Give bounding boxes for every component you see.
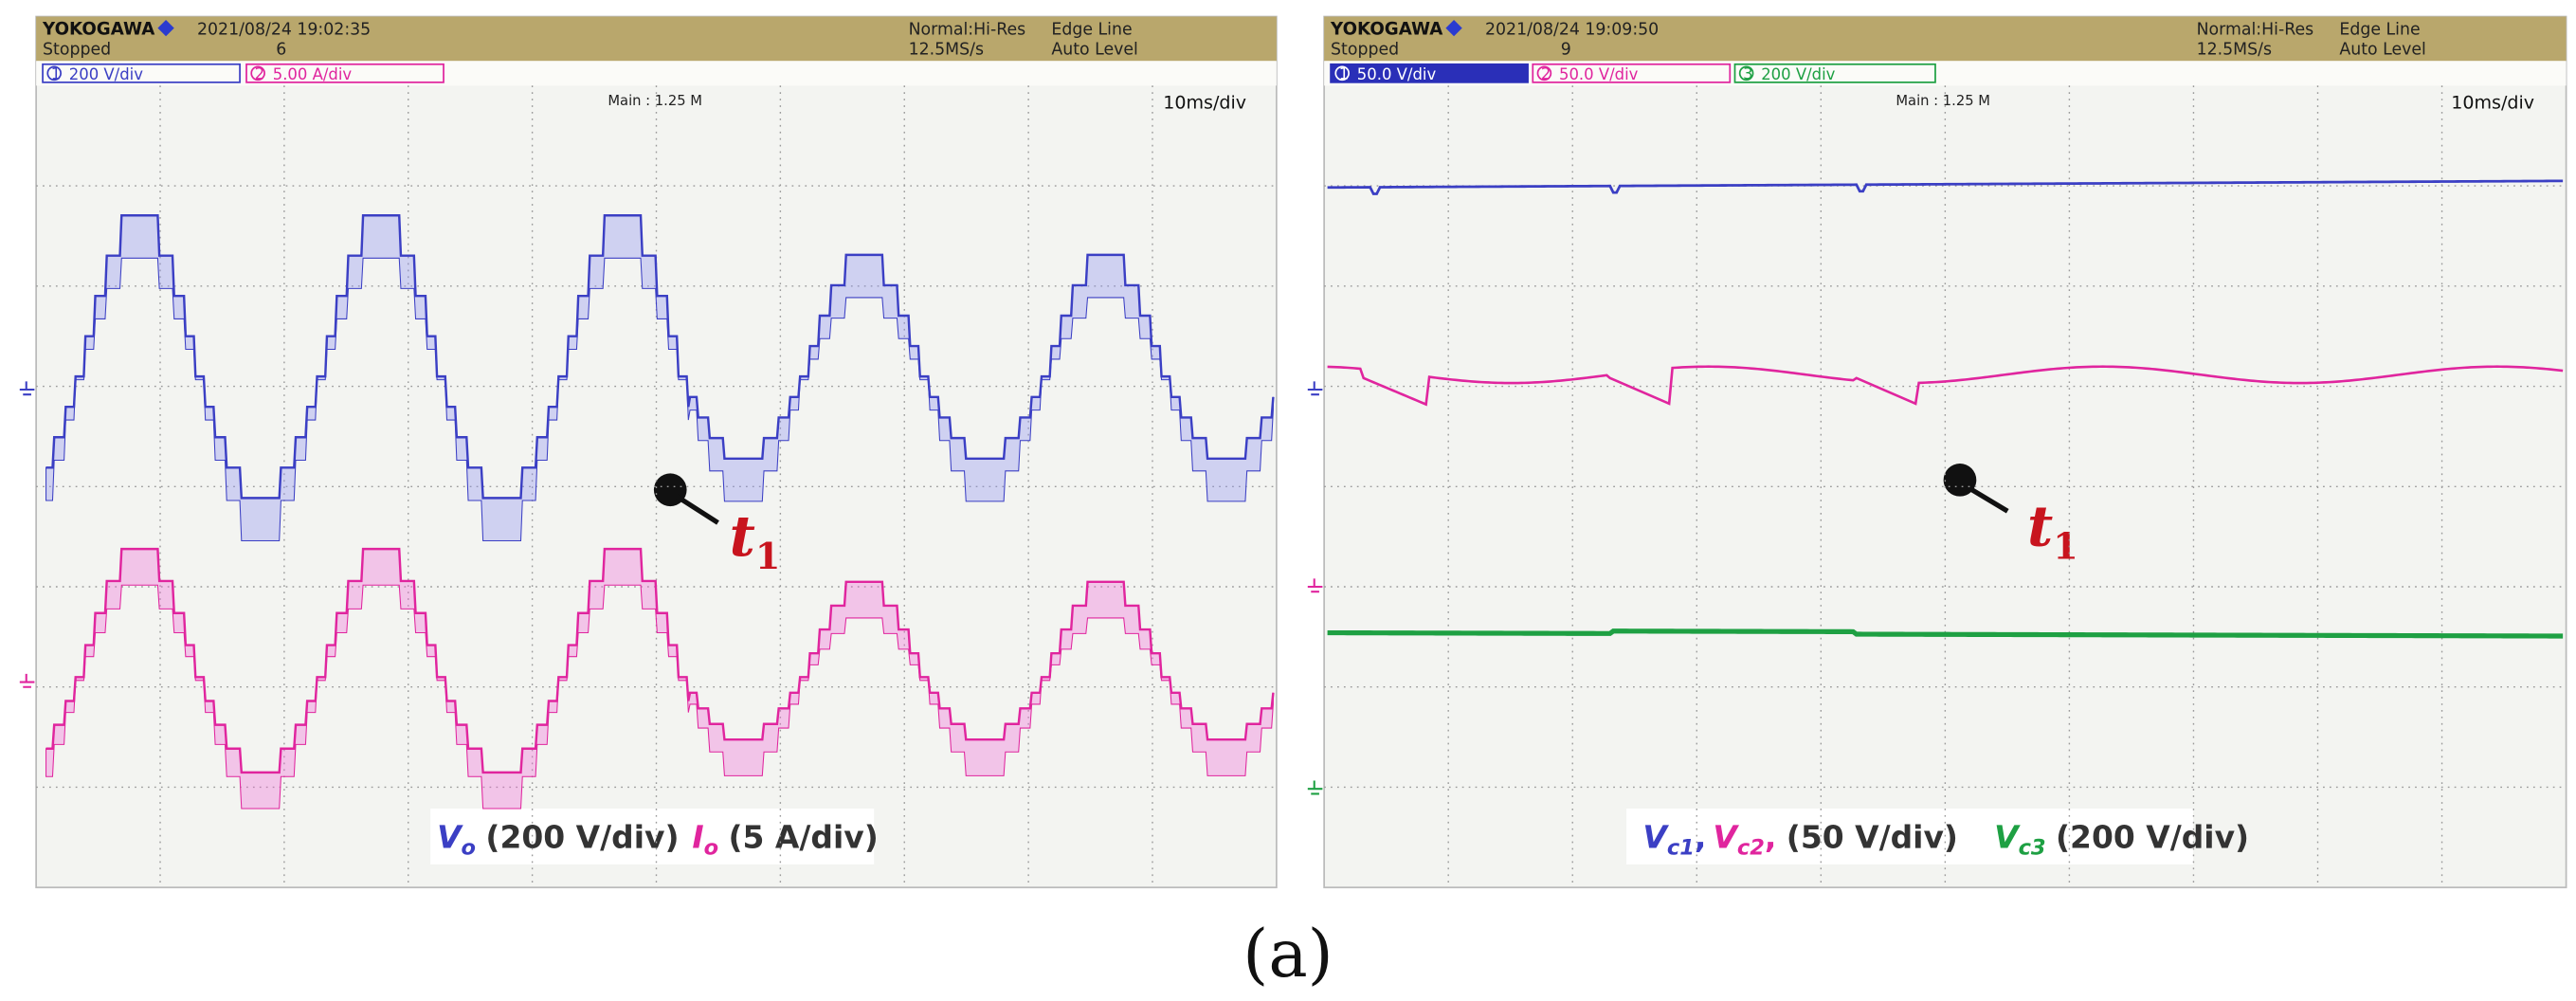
channel-scale: 200 V/div — [1761, 65, 1835, 83]
caption-separator: , — [1765, 819, 1777, 856]
marker-symbol: t — [730, 503, 755, 569]
waveform — [1327, 179, 2564, 195]
caption-scale: (200 V/div) — [2056, 819, 2249, 856]
marker-line — [675, 494, 719, 525]
channel-icon — [1536, 65, 1552, 82]
caption-box — [1626, 809, 2194, 864]
waveform — [45, 214, 1275, 500]
channel-scale: 5.00 A/div — [273, 65, 353, 83]
screen-frame — [35, 15, 1278, 889]
header-bar — [1324, 16, 2567, 62]
channel-box — [1532, 63, 1732, 83]
trigger-type: Edge Line — [2339, 21, 2420, 40]
waveform — [1327, 365, 2564, 407]
timebase: 10ms/div — [1163, 93, 1246, 114]
datetime: 2021/08/24 19:02:35 — [197, 21, 371, 40]
sample-rate: 12.5MS/s — [2197, 40, 2272, 59]
ground-marker — [1307, 780, 1323, 795]
caption-subscript: o — [462, 836, 476, 861]
acq-count: 6 — [276, 40, 286, 59]
channel-box — [1733, 63, 1936, 83]
caption: Vc1, Vc2, (50 V/div) Vc3 (200 V/div) — [1642, 819, 2249, 861]
record-length: Main : 1.25 M — [1896, 93, 1990, 109]
channel-number: 1 — [51, 64, 61, 82]
channel-box — [1330, 63, 1529, 83]
caption: Vo (200 V/div) Io (5 A/div) — [437, 819, 879, 861]
waveform — [1327, 628, 2564, 639]
channel-bar — [1324, 61, 2567, 86]
waveform — [45, 547, 1275, 774]
channel-box — [42, 63, 241, 83]
marker-symbol: t — [2027, 494, 2053, 559]
acq-mode: Normal:Hi-Res — [909, 21, 1026, 40]
marker-subscript: 1 — [755, 535, 781, 577]
figure-label: (a) — [1243, 917, 1333, 992]
time-marker: t1 — [2027, 494, 2078, 568]
marker-subscript: 1 — [2053, 525, 2078, 568]
channel-scale: 200 V/div — [69, 65, 143, 83]
caption-symbol: V — [1642, 819, 1669, 856]
caption-scale: (50 V/div) — [1787, 819, 1958, 856]
trigger-type: Edge Line — [1051, 21, 1132, 40]
status: Stopped — [1331, 40, 1399, 59]
marker-line — [1965, 484, 2009, 514]
channel-icon — [1334, 65, 1351, 82]
caption-symbol: V — [1994, 819, 2021, 856]
caption-subscript: o — [704, 836, 718, 861]
caption-symbol: I — [692, 819, 703, 856]
caption-subscript: c2 — [1737, 836, 1765, 861]
channel-scale: 50.0 V/div — [1559, 65, 1639, 83]
scope-screen: YOKOGAWA 2021/08/24 19:09:50 Stopped 9 N… — [1307, 15, 2567, 889]
trigger-level: Auto Level — [2339, 40, 2425, 59]
channel-box — [245, 63, 444, 83]
channel-bar — [36, 61, 1277, 86]
sample-rate: 12.5MS/s — [909, 40, 984, 59]
brand: YOKOGAWA — [1330, 20, 1442, 40]
screen-frame — [1323, 15, 2567, 889]
logo-diamond — [1445, 19, 1462, 37]
header-bar — [36, 16, 1277, 62]
datetime: 2021/08/24 19:09:50 — [1485, 21, 1659, 40]
channel-number: 1 — [1339, 64, 1349, 82]
channel-icon — [1738, 65, 1754, 82]
channel-number: 3 — [1743, 64, 1752, 82]
channel-scale: 50.0 V/div — [1357, 65, 1437, 83]
scope-screen: YOKOGAWA 2021/08/24 19:02:35 Stopped 6 N… — [19, 15, 1278, 889]
caption-box — [430, 809, 875, 864]
caption-scale: (200 V/div) — [485, 819, 679, 856]
caption-symbol: V — [1713, 819, 1739, 856]
timebase: 10ms/div — [2451, 93, 2534, 114]
caption-subscript: c1 — [1667, 836, 1695, 861]
brand: YOKOGAWA — [42, 20, 154, 40]
status: Stopped — [43, 40, 111, 59]
channel-number: 2 — [1541, 64, 1551, 82]
ground-marker — [19, 673, 35, 688]
acq-mode: Normal:Hi-Res — [2197, 21, 2314, 40]
channel-number: 2 — [255, 64, 264, 82]
caption-subscript: c3 — [2019, 836, 2046, 861]
trigger-level: Auto Level — [1051, 40, 1137, 59]
channel-icon — [250, 65, 265, 82]
ground-marker — [1307, 578, 1323, 593]
acq-count: 9 — [1561, 40, 1571, 59]
ground-marker — [1307, 381, 1323, 396]
time-marker: t1 — [730, 503, 781, 577]
record-length: Main : 1.25 M — [608, 93, 702, 109]
caption-scale: (5 A/div) — [729, 819, 879, 856]
caption-separator: , — [1695, 819, 1707, 856]
ground-marker — [19, 381, 35, 396]
caption-symbol: V — [437, 819, 463, 856]
channel-icon — [46, 65, 63, 82]
